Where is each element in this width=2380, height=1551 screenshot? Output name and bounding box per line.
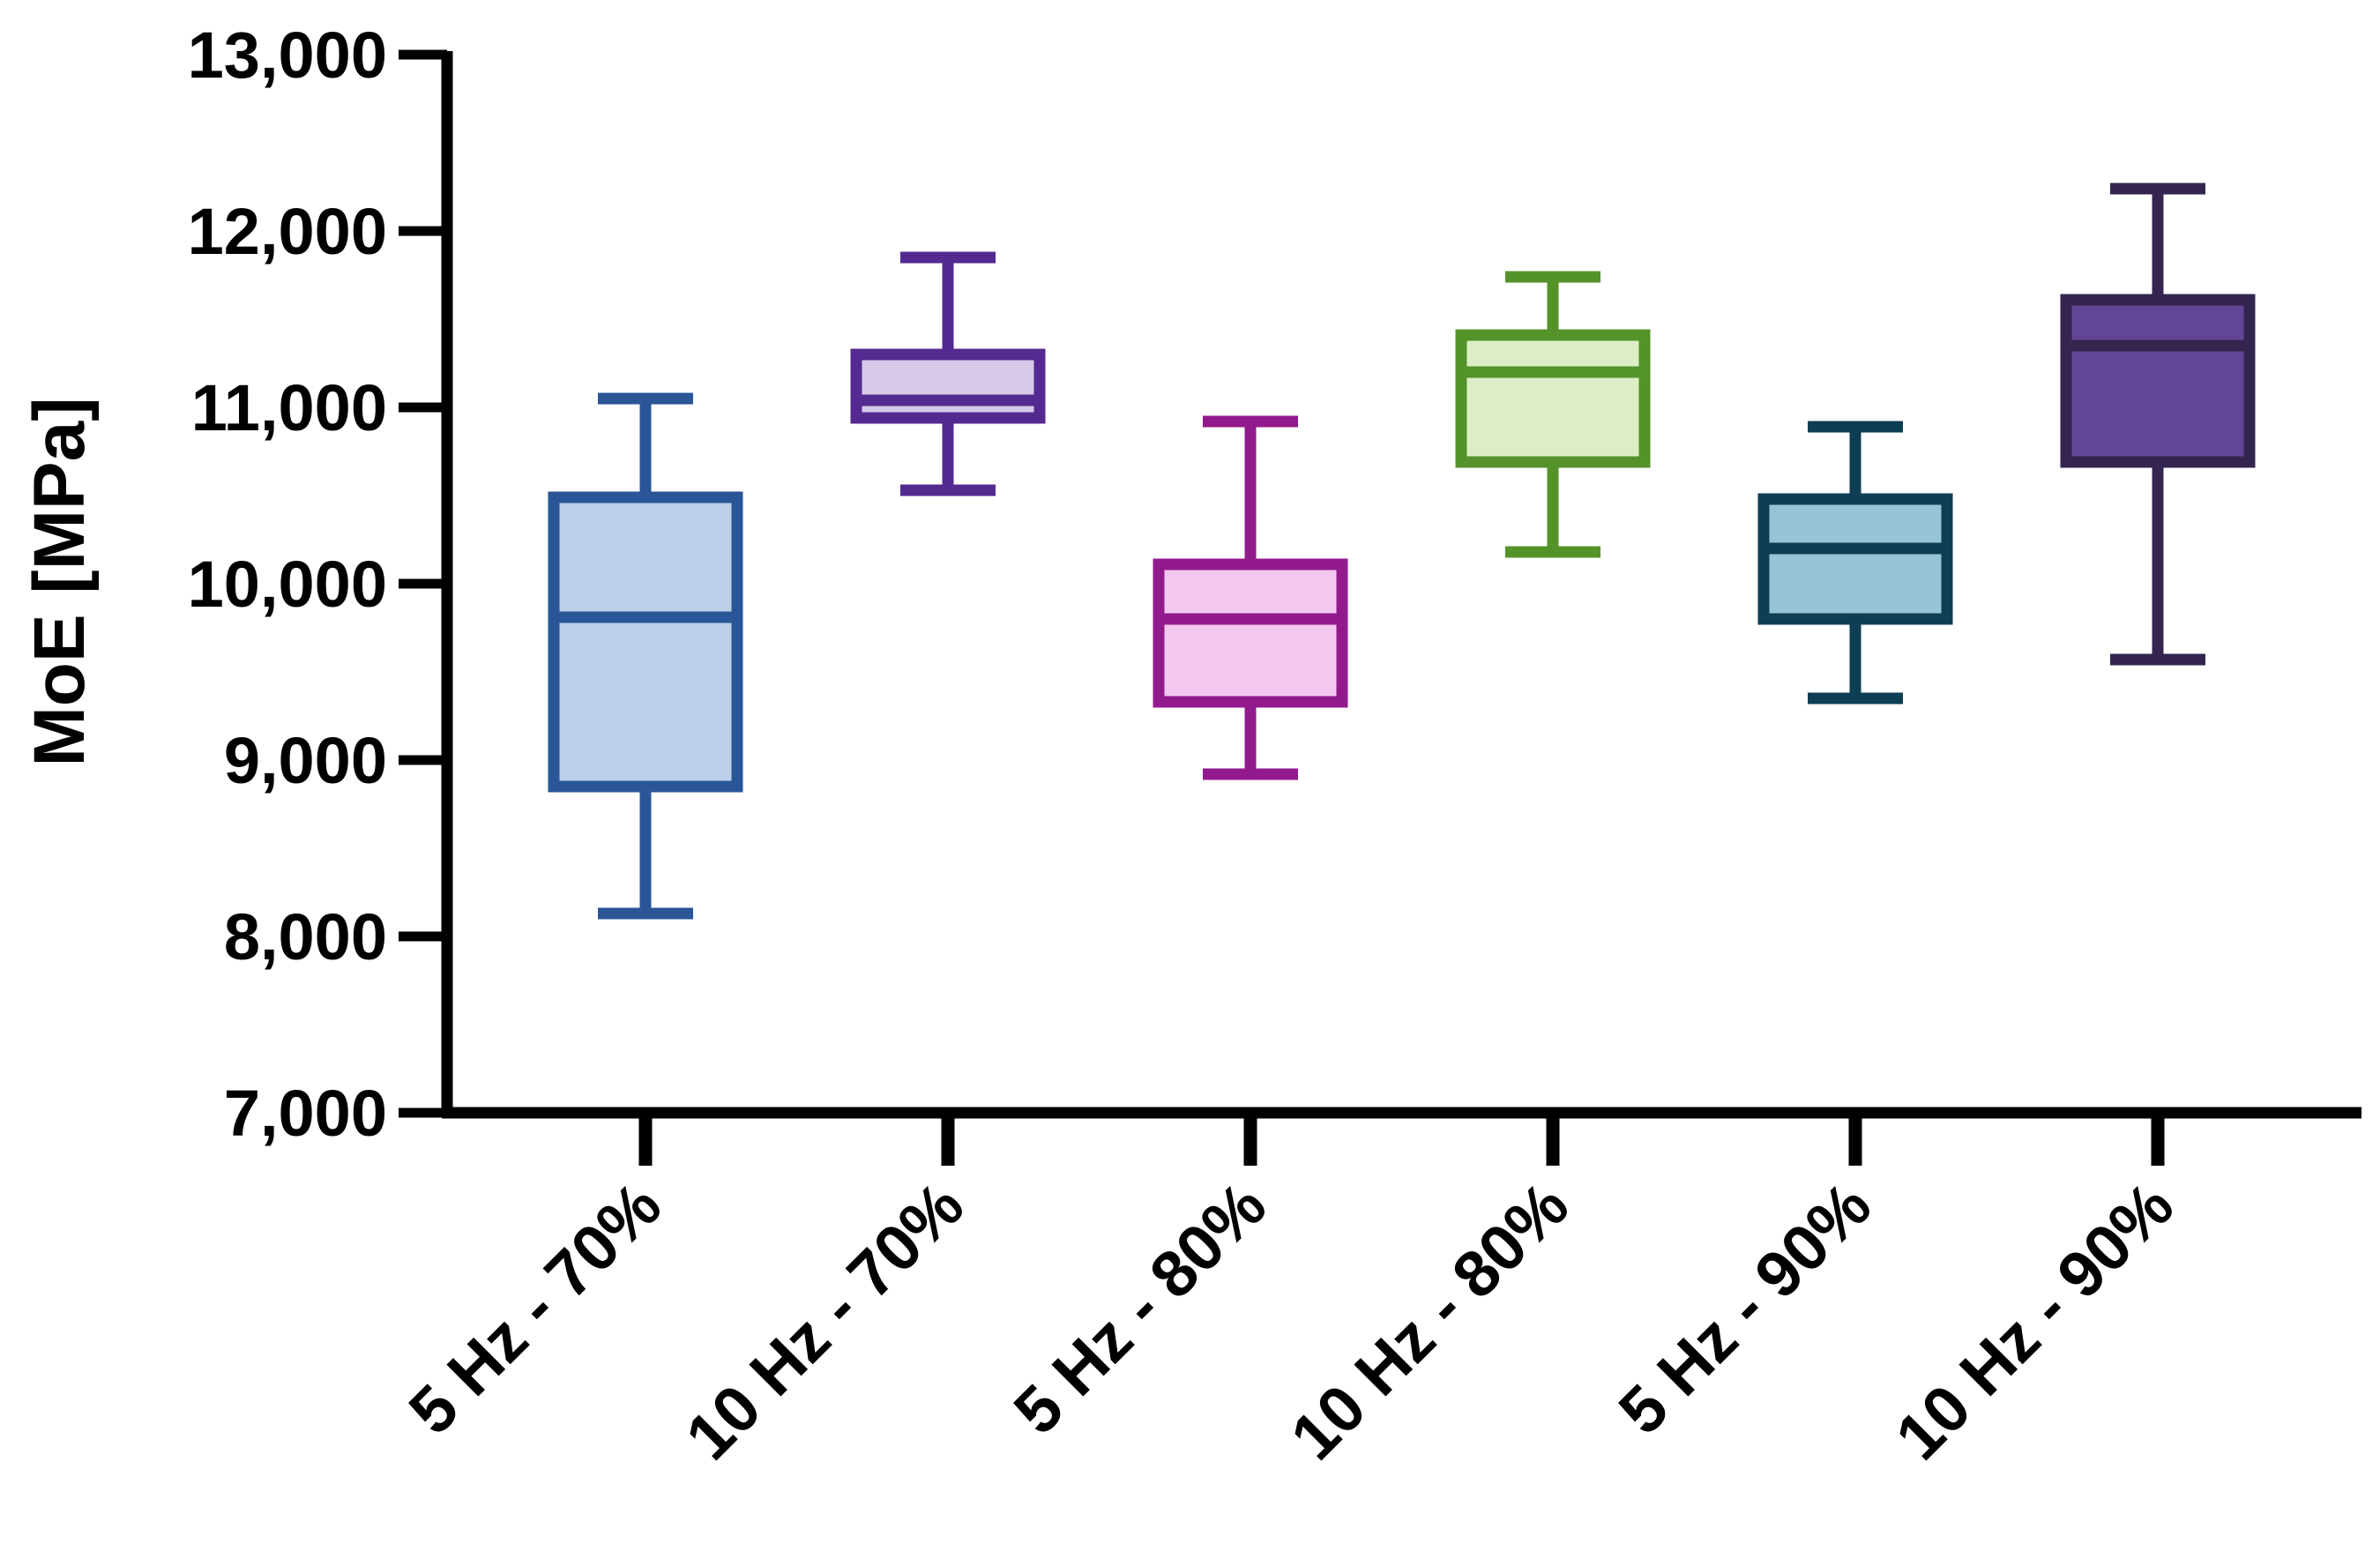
x-tick-label: 5 Hz - 90% — [1605, 1168, 1885, 1449]
iqr-box — [1757, 493, 1953, 625]
iqr-box — [2060, 294, 2256, 468]
y-tick-label: 10,000 — [188, 548, 387, 621]
y-tick-label: 11,000 — [191, 371, 387, 444]
x-tick-label: 10 Hz - 90% — [1882, 1168, 2188, 1474]
boxes-layer — [548, 183, 2256, 920]
x-tick-label: 5 Hz - 80% — [1000, 1168, 1280, 1449]
box-group — [1757, 421, 1953, 705]
box-group — [1455, 271, 1651, 558]
iqr-box — [548, 491, 743, 793]
box-group — [548, 392, 743, 920]
x-tick-label: 10 Hz - 80% — [1277, 1168, 1583, 1474]
box-group — [850, 251, 1046, 496]
box-group — [2060, 183, 2256, 666]
axes-layer: 7,000 8,000 9,000 10,000 11,000 12,000 13,000 5… — [188, 19, 2361, 1473]
y-tick-label: 8,000 — [224, 900, 387, 973]
iqr-box — [850, 348, 1046, 424]
iqr-box — [1455, 329, 1651, 468]
x-tick-label: 5 Hz - 70% — [395, 1168, 675, 1449]
y-tick-label: 12,000 — [188, 195, 387, 268]
box-group — [1153, 415, 1348, 780]
x-tick-label: 10 Hz - 70% — [672, 1168, 978, 1474]
y-axis-title: MoE [MPa] — [19, 397, 100, 766]
iqr-box — [1153, 558, 1348, 708]
y-tick-label: 9,000 — [224, 724, 387, 797]
y-tick-label: 7,000 — [224, 1077, 387, 1150]
y-tick-label: 13,000 — [188, 19, 387, 92]
